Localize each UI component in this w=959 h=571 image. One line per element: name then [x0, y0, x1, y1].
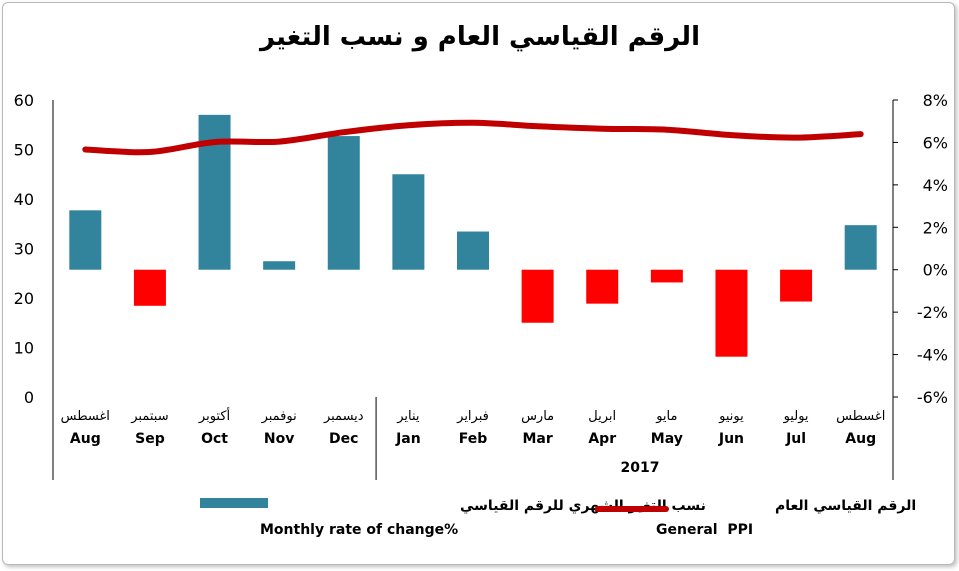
legend-line-label-en: General PPI	[656, 522, 753, 538]
right-axis: -6% -4% -2% 0% 2% 4% 6% 8%	[893, 91, 948, 407]
legend-bar-swatch	[200, 498, 268, 508]
bar	[133, 269, 166, 306]
category-label-ar: يونيو	[718, 409, 744, 424]
bar	[392, 174, 425, 270]
bar	[327, 136, 360, 270]
line-series	[82, 119, 864, 156]
category-label-ar: فبراير	[456, 409, 489, 424]
category-label-ar: أكتوبر	[198, 407, 230, 424]
ppi-point	[795, 136, 798, 139]
category-label: Oct	[201, 431, 228, 447]
bar	[715, 269, 748, 357]
bar	[780, 269, 813, 302]
ppi-point	[148, 150, 151, 153]
bar	[198, 114, 231, 270]
category-label-ar: يناير	[396, 409, 420, 424]
category-label-ar: ابريل	[588, 409, 616, 424]
ppi-point	[472, 121, 474, 124]
legend-bar-label-ar: نسب التغير الشهري للرقم القياسي	[460, 498, 706, 515]
left-tick-label: 10	[14, 339, 34, 358]
ppi-point	[665, 128, 668, 131]
legend-line-label-ar: الرقم القياسي العام	[775, 498, 916, 514]
ppi-point	[859, 133, 862, 136]
category-label: May	[651, 431, 683, 447]
category-label: Nov	[264, 431, 294, 447]
bar-series	[69, 114, 877, 357]
bar	[457, 231, 489, 270]
category-axis: اغسطس Aug سبتمبر Sep أكتوبر Oct نوفمبر Nov ديسمب…	[61, 407, 886, 447]
chart-title: الرقم القياسي العام و نسب التغير	[258, 22, 700, 52]
ppi-point	[407, 124, 410, 127]
category-label-ar: اغسطس	[61, 409, 110, 424]
ppi-point	[213, 141, 216, 144]
right-tick-label: 8%	[923, 91, 948, 110]
legend-bar-label-en: Monthly rate of change%	[260, 522, 458, 538]
right-tick-label: 6%	[923, 133, 948, 152]
category-label-ar: مارس	[521, 409, 554, 424]
axes	[52, 100, 894, 480]
ppi-point	[278, 140, 281, 143]
bar	[263, 261, 296, 270]
category-label: Jul	[785, 431, 806, 447]
category-label: Dec	[329, 431, 358, 447]
category-label: Apr	[588, 431, 616, 447]
category-label: Jan	[395, 431, 421, 447]
category-label: Feb	[459, 431, 488, 447]
left-tick-label: 0	[24, 388, 34, 407]
legend: نسب التغير الشهري للرقم القياسي Monthly …	[200, 498, 916, 538]
right-tick-label: 2%	[923, 218, 948, 237]
category-label-ar: يوليو	[783, 409, 809, 424]
category-label: Aug	[845, 431, 876, 447]
left-tick-label: 40	[14, 190, 34, 209]
category-label: Mar	[522, 431, 552, 447]
category-label-ar: مايو	[655, 409, 677, 424]
right-tick-label: -4%	[917, 346, 948, 365]
ppi-point	[730, 134, 733, 137]
category-label: Aug	[70, 431, 101, 447]
bar	[69, 210, 102, 270]
bar	[586, 269, 619, 304]
ppi-point	[84, 148, 87, 151]
category-label: Jun	[718, 431, 744, 447]
right-tick-label: -6%	[917, 388, 948, 407]
right-tick-label: 4%	[923, 176, 948, 195]
bar	[521, 269, 554, 323]
category-label: Sep	[135, 431, 165, 447]
left-tick-label: 20	[14, 289, 34, 308]
left-tick-label: 30	[14, 240, 34, 259]
left-tick-label: 50	[14, 141, 34, 160]
category-label-ar: نوفمبر	[261, 409, 297, 424]
ppi-point	[536, 125, 539, 128]
right-tick-label: 0%	[923, 261, 948, 280]
right-tick-label: -2%	[917, 303, 948, 322]
ppi-point	[601, 127, 604, 130]
left-axis: 0 10 20 30 40 50 60	[14, 91, 34, 407]
category-label-ar: ديسمبر	[323, 409, 364, 424]
year-label: 2017	[621, 460, 660, 476]
bar	[650, 269, 683, 283]
category-label-ar: سبتمبر	[130, 409, 168, 424]
bar	[844, 225, 877, 270]
ppi-point	[342, 131, 345, 134]
left-tick-label: 60	[14, 91, 34, 110]
category-label-ar: اغسطس	[836, 409, 885, 424]
